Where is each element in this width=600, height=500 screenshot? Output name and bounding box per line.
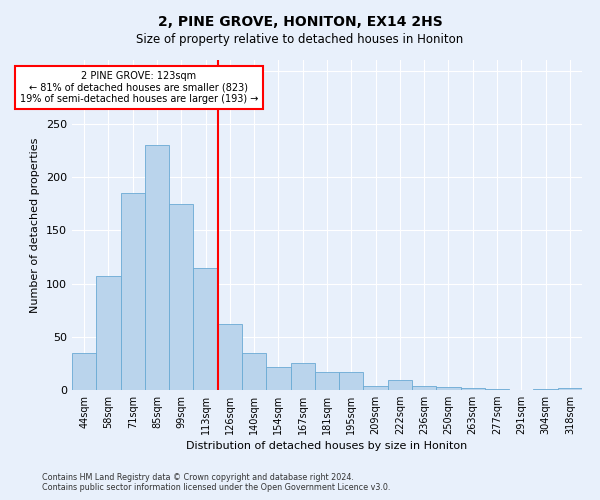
Bar bbox=[461, 388, 485, 390]
Text: Contains HM Land Registry data © Crown copyright and database right 2024.
Contai: Contains HM Land Registry data © Crown c… bbox=[42, 473, 391, 492]
Bar bbox=[218, 324, 242, 390]
Bar bbox=[290, 364, 315, 390]
Bar bbox=[96, 276, 121, 390]
Bar bbox=[193, 268, 218, 390]
X-axis label: Distribution of detached houses by size in Honiton: Distribution of detached houses by size … bbox=[187, 442, 467, 452]
Text: 2 PINE GROVE: 123sqm
← 81% of detached houses are smaller (823)
19% of semi-deta: 2 PINE GROVE: 123sqm ← 81% of detached h… bbox=[20, 70, 258, 104]
Bar bbox=[315, 372, 339, 390]
Bar bbox=[412, 386, 436, 390]
Bar bbox=[339, 372, 364, 390]
Bar bbox=[533, 389, 558, 390]
Bar bbox=[558, 388, 582, 390]
Bar bbox=[266, 366, 290, 390]
Bar bbox=[145, 145, 169, 390]
Bar bbox=[485, 389, 509, 390]
Bar bbox=[436, 387, 461, 390]
Bar bbox=[169, 204, 193, 390]
Bar bbox=[121, 193, 145, 390]
Y-axis label: Number of detached properties: Number of detached properties bbox=[31, 138, 40, 312]
Bar bbox=[388, 380, 412, 390]
Text: 2, PINE GROVE, HONITON, EX14 2HS: 2, PINE GROVE, HONITON, EX14 2HS bbox=[158, 15, 442, 29]
Text: Size of property relative to detached houses in Honiton: Size of property relative to detached ho… bbox=[136, 32, 464, 46]
Bar bbox=[72, 352, 96, 390]
Bar bbox=[242, 352, 266, 390]
Bar bbox=[364, 386, 388, 390]
